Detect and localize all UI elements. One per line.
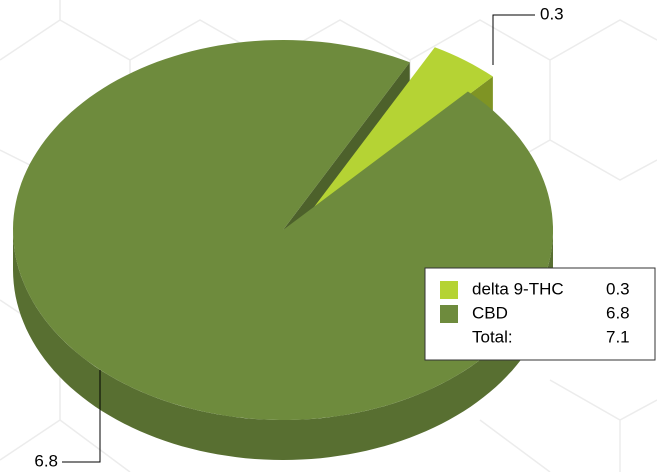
legend-label: CBD: [472, 303, 508, 322]
slice-side: [13, 230, 553, 460]
legend-total-value: 7.1: [606, 327, 630, 346]
legend-box: [424, 267, 656, 361]
legend-label: delta 9-THC: [472, 279, 564, 298]
leader-line: [492, 14, 535, 65]
leader-line: [62, 370, 101, 463]
legend-swatch: [440, 281, 458, 299]
data-label: 0.3: [540, 4, 564, 23]
pie: 0.3 6.8: [13, 4, 564, 470]
slice: [13, 40, 553, 420]
data-label: 6.8: [34, 451, 58, 470]
legend-swatch: [440, 305, 458, 323]
legend-value: 6.8: [606, 303, 630, 322]
slice: [308, 47, 493, 216]
legend-value: 0.3: [606, 279, 630, 298]
legend-total-label: Total:: [472, 327, 513, 346]
legend: Total: 7.1 delta 9-THC 0.3 CBD 6.8: [424, 267, 656, 361]
